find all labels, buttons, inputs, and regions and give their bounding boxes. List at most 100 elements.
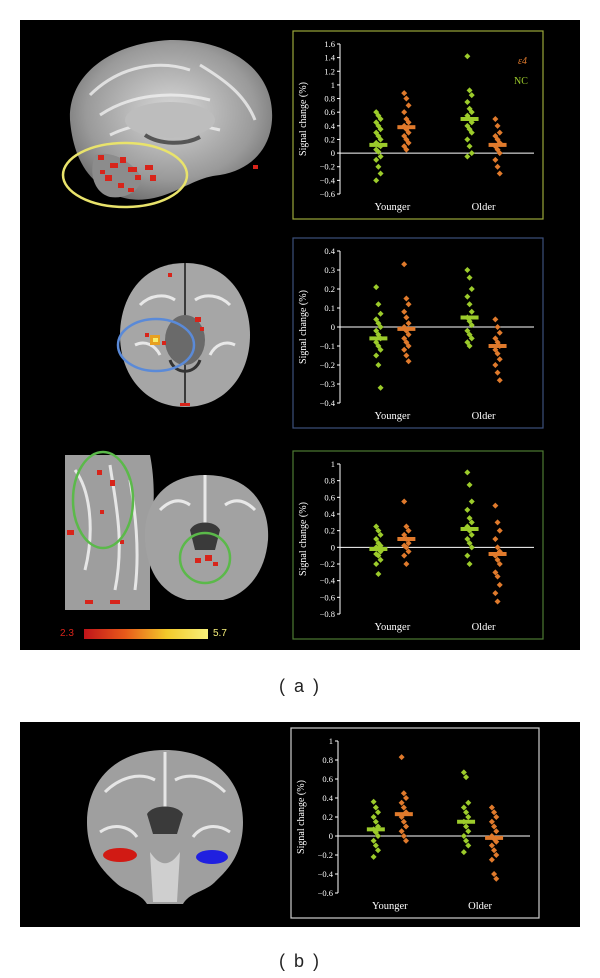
y-tick-label: −0.2 [318,850,333,860]
data-point [466,540,473,547]
data-point [465,799,472,806]
data-point [405,358,412,365]
data-point [492,156,499,163]
data-point [496,129,503,136]
data-point [403,544,410,551]
chart-frame [292,450,544,640]
data-point [370,798,377,805]
data-point [466,318,473,325]
mean-bar [397,326,416,331]
data-point [468,498,475,505]
data-point [463,809,470,816]
data-point [401,90,408,97]
data-point [464,327,471,334]
data-point [377,324,384,330]
data-point [466,301,473,308]
data-point [373,177,380,184]
data-point [494,350,501,357]
data-point [460,804,467,811]
data-point [375,163,382,170]
data-point [468,109,475,116]
data-point [377,116,384,122]
data-point [401,542,408,549]
data-point [375,847,382,854]
x-category-label: Older [472,622,496,633]
data-point [468,92,475,99]
data-point [460,769,467,776]
data-point [377,556,384,563]
data-point [377,531,384,538]
caption-a: ( a ) [278,676,321,696]
y-axis-label: Signal change (%) [298,502,309,576]
data-point [468,519,475,526]
data-point [398,754,405,761]
data-point [403,116,410,122]
data-point [488,856,495,863]
data-point [493,852,500,858]
data-point [493,875,500,882]
mean-bar [369,547,388,551]
highlight-circle-yellow [61,141,189,209]
y-tick-label: 0.2 [322,812,333,822]
data-point [401,552,408,559]
data-point [496,561,503,567]
data-point [465,842,472,849]
data-point [468,531,475,538]
data-point [463,823,470,830]
data-point [403,523,410,530]
mean-bar [488,552,507,556]
y-tick-label: 1 [329,736,333,746]
y-tick-label: −0.6 [318,888,333,898]
data-point [491,823,498,830]
data-point [373,536,380,542]
data-point [377,170,384,177]
mean-bar [366,827,385,832]
y-tick-label: 0 [329,831,333,841]
data-point [370,837,377,844]
data-point [492,536,499,542]
mean-bar [488,142,507,147]
data-point [403,823,410,830]
data-point [465,828,472,835]
y-tick-label: 0.8 [322,755,333,765]
data-point [375,343,382,349]
data-point [375,301,382,308]
data-point [373,352,380,359]
data-point [494,339,501,346]
y-tick-label: −0.2 [320,360,335,370]
data-point [405,527,412,534]
data-point [405,102,412,109]
data-point [464,153,471,160]
y-tick-label: −0.4 [320,398,336,408]
region-right-blue [196,850,228,864]
data-point [494,324,501,330]
data-point [403,339,410,346]
caption-b: ( b ) [278,951,321,971]
data-point [373,284,380,291]
data-point [401,531,408,538]
y-tick-label: 1 [331,80,335,90]
data-point [405,301,412,308]
data-point [405,343,412,349]
data-point [493,814,500,820]
data-point [492,569,499,576]
data-point [491,871,498,877]
data-point [492,590,499,597]
mean-bar [397,537,416,541]
data-point [493,828,500,835]
y-tick-label: −0.1 [320,341,335,351]
data-point [494,146,501,153]
mean-bar [460,527,479,531]
data-point [464,293,471,300]
data-point [468,129,475,136]
data-point [405,119,412,126]
data-point [375,833,382,839]
data-point [468,544,475,551]
data-point [403,352,410,359]
data-point [372,842,379,849]
data-point [494,598,501,605]
highlight-circle-green-right [178,531,232,585]
y-tick-label: 1.2 [324,66,335,76]
data-point [400,790,407,797]
data-point [466,343,473,349]
